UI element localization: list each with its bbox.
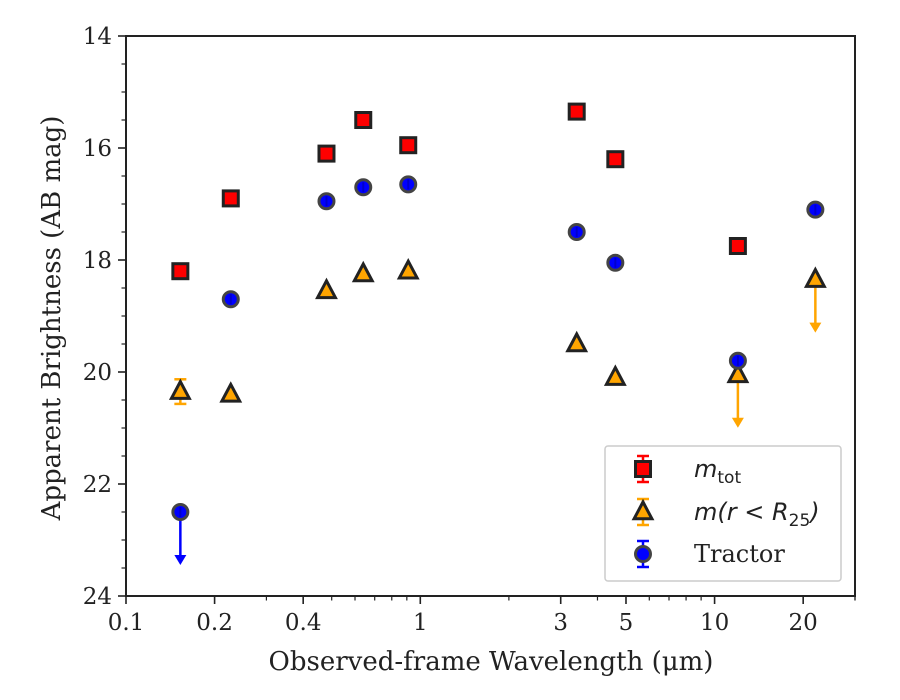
x-tick-label: 1 [413, 610, 428, 636]
series-triangle [168, 257, 827, 428]
x-tick-label: 10 [700, 610, 729, 636]
x-tick-label: 0.1 [108, 610, 145, 636]
triangle-point [803, 266, 827, 288]
square-point [567, 102, 586, 121]
legend-box [604, 445, 842, 582]
x-axis-label: Observed-frame Wavelength (μm) [269, 647, 714, 677]
x-tick-label: 0.4 [285, 610, 322, 636]
legend-item: mtot [634, 454, 741, 488]
x-tick-label: 5 [619, 610, 634, 636]
square-point [221, 189, 240, 208]
x-tick-label: 20 [789, 610, 818, 636]
square-point [317, 144, 336, 163]
y-tick-label: 18 [83, 248, 112, 274]
axes: 0.1 0.2 0.4 1 3 5 10 20 14 16 18 20 22 24 [83, 24, 856, 636]
triangle-point [315, 277, 338, 300]
legend-item: Tractor [634, 539, 785, 569]
x-tick-label: 0.2 [196, 610, 233, 636]
triangle-point [351, 260, 375, 283]
legend-square-marker [634, 460, 652, 478]
upper-limit-arrow-head [174, 555, 187, 565]
triangle-point [603, 364, 627, 386]
chart-marks [168, 102, 827, 565]
series-square [171, 102, 747, 281]
y-tick-label: 24 [83, 584, 112, 610]
y-tick-label: 20 [83, 360, 112, 386]
y-tick-label: 14 [83, 24, 112, 50]
triangle-point [396, 257, 420, 280]
upper-limit-arrow-head [809, 322, 822, 333]
legend-label: mtot [694, 455, 741, 488]
x-tick-label: 3 [553, 610, 568, 636]
triangle-point [726, 361, 750, 384]
triangle-point [565, 330, 589, 353]
y-tick-label: 22 [83, 472, 112, 498]
upper-limit-arrow-head [731, 417, 744, 428]
legend-label: Tractor [694, 540, 785, 568]
legend-label: m(r < R25) [694, 498, 820, 531]
series-circle [171, 175, 825, 565]
legend-item: m(r < R25) [631, 497, 820, 531]
square-point [606, 150, 625, 169]
y-tick-label: 16 [83, 136, 112, 162]
square-point [171, 262, 190, 281]
square-point [354, 111, 373, 129]
triangle-point [168, 378, 192, 400]
legend-circle-marker [634, 545, 652, 563]
square-point [399, 136, 418, 155]
legend: mtot m(r < R25) Tractor [604, 445, 842, 582]
y-axis-label: Apparent Brightness (AB mag) [37, 116, 67, 522]
legend-triangle-marker [631, 498, 655, 521]
triangle-point [219, 381, 243, 403]
square-point [728, 237, 747, 255]
